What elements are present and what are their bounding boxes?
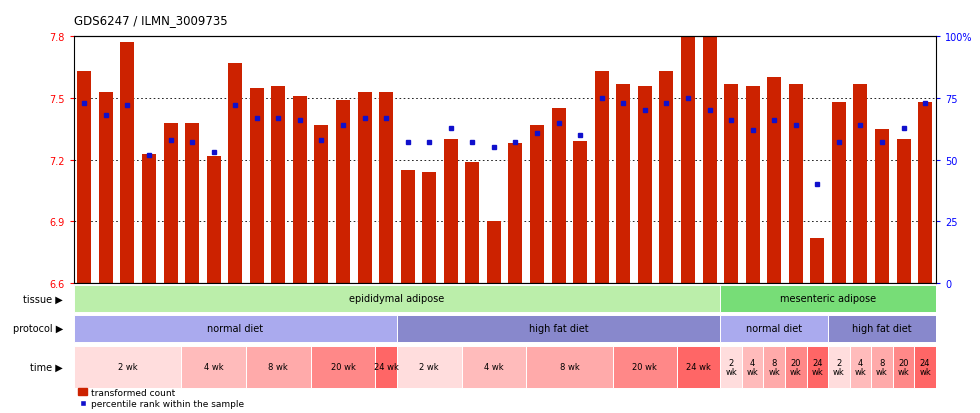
Text: 2 wk: 2 wk — [118, 363, 137, 372]
Bar — [677, 346, 720, 388]
Text: 8
wk: 8 wk — [876, 358, 888, 376]
Bar — [616, 84, 630, 284]
Bar — [185, 123, 199, 284]
Bar — [763, 346, 785, 388]
Bar — [530, 126, 544, 284]
Text: high fat diet: high fat diet — [853, 324, 911, 334]
Text: 8 wk: 8 wk — [560, 363, 579, 372]
Bar — [509, 144, 522, 284]
Bar — [379, 93, 393, 284]
Bar — [832, 103, 846, 284]
Bar — [681, 37, 695, 284]
Bar — [401, 171, 415, 284]
Bar — [466, 162, 479, 284]
Bar — [703, 37, 716, 284]
Bar — [807, 346, 828, 388]
Text: 24
wk: 24 wk — [919, 358, 931, 376]
Text: 2 wk: 2 wk — [419, 363, 439, 372]
Bar — [742, 346, 763, 388]
Text: 8 wk: 8 wk — [269, 363, 288, 372]
Bar — [914, 346, 936, 388]
Text: 8
wk: 8 wk — [768, 358, 780, 376]
Bar — [422, 173, 436, 284]
Text: 20
wk: 20 wk — [790, 358, 802, 376]
Bar — [444, 140, 458, 284]
Bar — [315, 126, 328, 284]
Text: 2
wk: 2 wk — [725, 358, 737, 376]
Bar — [336, 101, 350, 284]
Text: tissue ▶: tissue ▶ — [24, 294, 63, 304]
Bar — [74, 315, 397, 342]
Bar — [552, 109, 565, 284]
Text: normal diet: normal diet — [746, 324, 803, 334]
Bar — [720, 315, 828, 342]
Bar — [74, 285, 720, 312]
Bar — [250, 88, 264, 284]
Text: 2
wk: 2 wk — [833, 358, 845, 376]
Bar — [871, 346, 893, 388]
Bar — [246, 346, 311, 388]
Text: 4 wk: 4 wk — [484, 363, 504, 372]
Bar — [228, 64, 242, 284]
Bar — [828, 315, 936, 342]
Text: 24 wk: 24 wk — [686, 363, 711, 372]
Bar — [875, 130, 889, 284]
Bar — [358, 93, 371, 284]
Bar — [397, 346, 462, 388]
Bar — [850, 346, 871, 388]
Legend: transformed count, percentile rank within the sample: transformed count, percentile rank withi… — [78, 388, 244, 408]
Bar — [462, 346, 526, 388]
Bar — [164, 123, 177, 284]
Bar — [828, 346, 850, 388]
Text: time ▶: time ▶ — [30, 362, 63, 372]
Text: high fat diet: high fat diet — [529, 324, 588, 334]
Bar — [397, 315, 720, 342]
Bar — [789, 84, 803, 284]
Bar — [897, 140, 910, 284]
Bar — [854, 84, 867, 284]
Bar — [638, 86, 652, 284]
Text: 4
wk: 4 wk — [855, 358, 866, 376]
Text: 24 wk: 24 wk — [373, 363, 399, 372]
Text: 20
wk: 20 wk — [898, 358, 909, 376]
Bar — [746, 86, 760, 284]
Text: 20 wk: 20 wk — [632, 363, 658, 372]
Bar — [181, 346, 246, 388]
Bar — [660, 72, 673, 284]
Text: GDS6247 / ILMN_3009735: GDS6247 / ILMN_3009735 — [74, 14, 227, 27]
Bar — [893, 346, 914, 388]
Bar — [207, 156, 220, 284]
Bar — [271, 86, 285, 284]
Bar — [293, 97, 307, 284]
Text: protocol ▶: protocol ▶ — [13, 324, 63, 334]
Bar — [724, 84, 738, 284]
Bar — [99, 93, 113, 284]
Text: normal diet: normal diet — [207, 324, 264, 334]
Bar — [595, 72, 609, 284]
Text: 20 wk: 20 wk — [330, 363, 356, 372]
Bar — [612, 346, 677, 388]
Bar — [810, 238, 824, 284]
Bar — [375, 346, 397, 388]
Bar — [720, 346, 742, 388]
Bar — [142, 154, 156, 284]
Bar — [720, 285, 936, 312]
Text: 24
wk: 24 wk — [811, 358, 823, 376]
Bar — [767, 78, 781, 284]
Bar — [785, 346, 807, 388]
Text: epididymal adipose: epididymal adipose — [349, 294, 445, 304]
Bar — [526, 346, 612, 388]
Bar — [918, 103, 932, 284]
Bar — [573, 142, 587, 284]
Text: 4 wk: 4 wk — [204, 363, 223, 372]
Bar — [487, 222, 501, 284]
Bar — [311, 346, 375, 388]
Text: mesenteric adipose: mesenteric adipose — [780, 294, 876, 304]
Bar — [74, 346, 181, 388]
Text: 4
wk: 4 wk — [747, 358, 759, 376]
Bar — [77, 72, 91, 284]
Bar — [121, 43, 134, 284]
